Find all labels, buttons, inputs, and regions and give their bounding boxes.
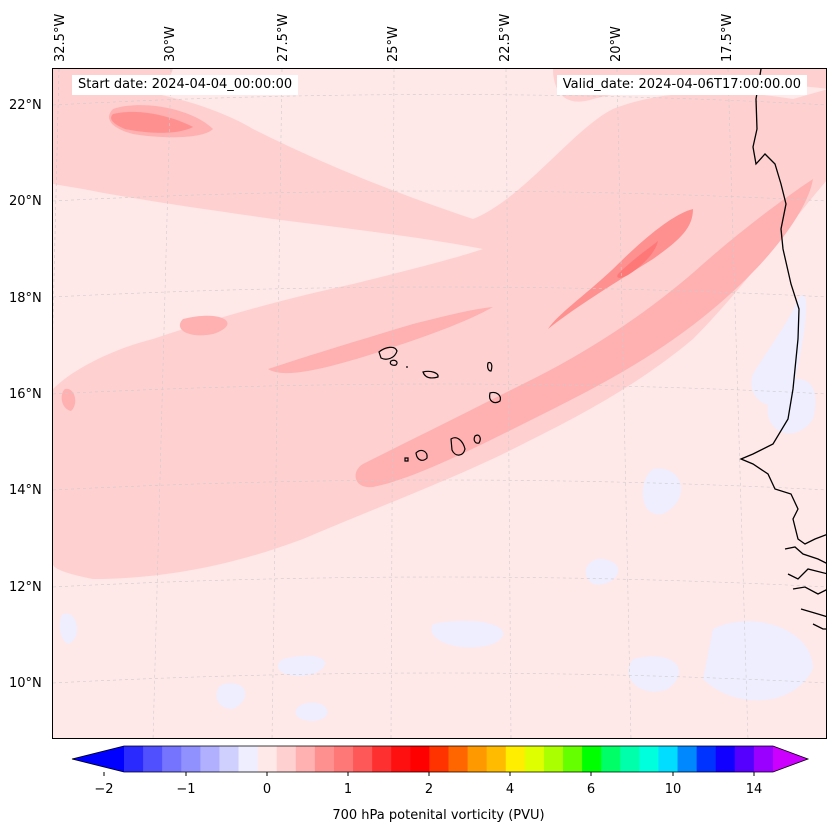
colorbar-cell — [162, 746, 182, 772]
colorbar-tick-label: 6 — [586, 782, 596, 797]
colorbar-cell — [276, 746, 297, 772]
colorbar-tick-label: 2 — [424, 782, 434, 797]
lon-label-17-5w: 17.5°W — [720, 13, 735, 62]
negative-pv-patches — [59, 295, 816, 721]
colorbar-cell — [219, 746, 240, 772]
lon-label-30w: 30°W — [163, 26, 178, 62]
valid-date-label: Valid_date: 2024-04-06T17:00:00.00 — [556, 75, 807, 95]
colorbar-cell — [295, 746, 316, 772]
colorbar-cell — [410, 746, 430, 772]
colorbar-cell — [696, 746, 717, 772]
colorbar-cell — [563, 746, 583, 772]
colorbar-cell — [658, 746, 679, 772]
colorbar-extend-max — [773, 746, 808, 772]
lat-label-12n: 12°N — [9, 580, 42, 595]
colorbar-tick-label: −1 — [176, 782, 196, 797]
lat-label-10n: 10°N — [9, 676, 42, 691]
pv-field-map — [53, 69, 826, 738]
lon-label-27-5w: 27.5°W — [276, 13, 291, 62]
lon-label-20w: 20°W — [609, 26, 624, 62]
colorbar-cell — [753, 746, 774, 772]
colorbar-cell — [639, 746, 659, 772]
pv-level-1-5 — [111, 111, 693, 329]
colorbar-cell — [486, 746, 507, 772]
colorbar-cell — [314, 746, 335, 772]
colorbar-cell — [372, 746, 392, 772]
colorbar-cell — [124, 746, 144, 772]
colorbar-tick-label: 0 — [262, 782, 272, 797]
colorbar-cell — [543, 746, 564, 772]
colorbar-outline — [71, 745, 810, 773]
colorbar-tick-label: 4 — [505, 782, 515, 797]
colorbar-tick-label: 14 — [745, 782, 763, 797]
colorbar-cell — [353, 746, 373, 772]
colorbar-cell — [467, 746, 488, 772]
colorbar-tick-label: −2 — [94, 782, 114, 797]
lon-label-25w: 25°W — [386, 26, 401, 62]
colorbar-cell — [677, 746, 698, 772]
colorbar-cell — [505, 746, 526, 772]
colorbar-cell — [715, 746, 736, 772]
colorbar-cell — [238, 746, 259, 772]
colorbar-cell — [601, 746, 621, 772]
colorbar-cell — [620, 746, 640, 772]
colorbar-tick-label: 1 — [343, 782, 353, 797]
graticule — [53, 69, 826, 738]
colorbar-cell — [333, 746, 354, 772]
lat-label-16n: 16°N — [9, 387, 42, 402]
colorbar-cell — [143, 746, 163, 772]
lat-label-18n: 18°N — [9, 291, 42, 306]
colorbar-cell — [181, 746, 201, 772]
colorbar-cell — [200, 746, 220, 772]
lon-label-32-5w: 32.5°W — [53, 13, 68, 62]
colorbar-cell — [448, 746, 469, 772]
lat-label-14n: 14°N — [9, 483, 42, 498]
colorbar-cell — [391, 746, 411, 772]
cape-verde-islands — [378, 346, 501, 462]
lat-label-22n: 22°N — [9, 98, 42, 113]
colorbar — [71, 745, 810, 776]
colorbar-ticks — [103, 772, 755, 776]
colorbar-cell — [524, 746, 545, 772]
map-panel — [52, 68, 827, 739]
african-coastline — [739, 69, 826, 630]
colorbar-tick-label: 10 — [664, 782, 682, 797]
colorbar-title: 700 hPa potenital vorticity (PVU) — [332, 808, 545, 823]
lon-label-22-5w: 22.5°W — [498, 13, 513, 62]
colorbar-cell — [582, 746, 602, 772]
colorbar-cell — [429, 746, 449, 772]
start-date-label: Start date: 2024-04-04_00:00:00 — [72, 75, 299, 95]
pv-level-2 — [617, 241, 658, 278]
colorbar-extend-min — [72, 746, 124, 772]
colorbar-cells — [71, 745, 810, 773]
colorbar-cell — [257, 746, 278, 772]
colorbar-cell — [734, 746, 755, 772]
lat-label-20n: 20°N — [9, 194, 42, 209]
